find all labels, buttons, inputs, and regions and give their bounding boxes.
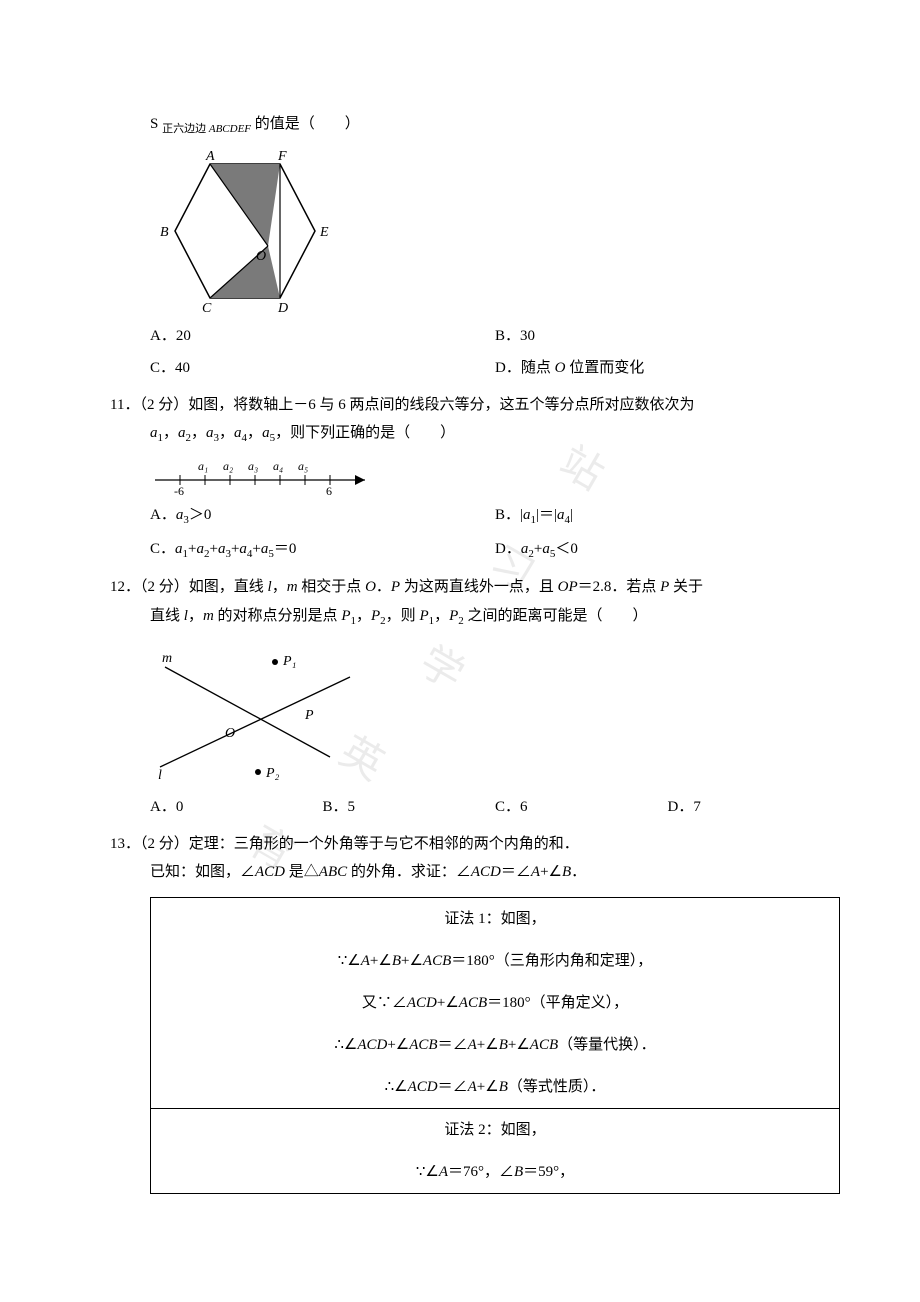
q12-choice-c: C．6 <box>495 793 668 822</box>
proof1-l2: 又∵∠ACD+∠ACB＝180°（平角定义）， <box>151 982 839 1024</box>
proof1-l4: ∴∠ACD＝∠A+∠B（等式性质）． <box>151 1066 839 1108</box>
svg-text:D: D <box>277 301 288 316</box>
q13-proof-box: 证法 1：如图， ∵∠A+∠B+∠ACB＝180°（三角形内角和定理）， 又∵∠… <box>150 897 840 1194</box>
q11-stem: 11．（2 分）如图，将数轴上－6 与 6 两点间的线段六等分，这五个等分点所对… <box>110 391 840 420</box>
q13-stem2: 已知：如图，∠ACD 是△ABC 的外角．求证：∠ACD＝∠A+∠B． <box>150 858 840 887</box>
svg-text:P₂: P₂ <box>265 766 280 781</box>
q12-figure: m l O P P₁ P₂ <box>150 637 840 787</box>
svg-text:O: O <box>225 726 235 741</box>
q13-stem: 13．（2 分）定理：三角形的一个外角等于与它不相邻的两个内角的和． <box>110 830 840 859</box>
svg-text:B: B <box>160 225 169 240</box>
svg-text:-6: -6 <box>174 484 184 495</box>
svg-text:F: F <box>277 149 287 164</box>
q12-choice-a: A．0 <box>150 793 323 822</box>
svg-text:l: l <box>158 768 162 783</box>
q12-choice-b: B．5 <box>323 793 496 822</box>
q11-choice-d: D．a2+a5＜0 <box>495 535 840 565</box>
svg-text:O: O <box>256 249 266 264</box>
q11-figure: -6 6 a₁ a₂ a₃ a₄ a₅ <box>150 455 840 495</box>
svg-text:a₁: a₁ <box>198 459 208 473</box>
q10-figure: A F E D C B O <box>150 146 840 316</box>
svg-text:a₄: a₄ <box>273 459 283 473</box>
svg-text:a₅: a₅ <box>298 459 308 473</box>
q11-choice-a: A．a3＞0 <box>150 501 495 531</box>
proof1-title: 证法 1：如图， <box>151 898 839 940</box>
q10-choice-d: D．随点 O 位置而变化 <box>495 354 840 383</box>
svg-text:E: E <box>319 225 329 240</box>
proof2-title: 证法 2：如图， <box>151 1109 839 1151</box>
q11-choice-c: C．a1+a2+a3+a4+a5＝0 <box>150 535 495 565</box>
q12-choice-d: D．7 <box>668 793 841 822</box>
svg-text:P₁: P₁ <box>282 654 296 669</box>
q10-stem: S 正六边边 ABCDEF 的值是（ ） <box>150 110 840 140</box>
svg-text:a₃: a₃ <box>248 459 258 473</box>
svg-text:C: C <box>202 301 212 316</box>
q10-choice-c: C．40 <box>150 354 495 383</box>
svg-text:m: m <box>162 651 172 666</box>
proof1-l3: ∴∠ACD+∠ACB＝∠A+∠B+∠ACB（等量代换）． <box>151 1024 839 1066</box>
proof2-l1: ∵∠A＝76°，∠B＝59°， <box>151 1151 839 1193</box>
svg-text:P: P <box>304 708 314 723</box>
q10-choice-a: A．20 <box>150 322 495 351</box>
svg-text:A: A <box>205 149 215 164</box>
q12-stem2: 直线 l，m 的对称点分别是点 P1，P2，则 P1，P2 之间的距离可能是（ … <box>150 602 840 632</box>
svg-text:a₂: a₂ <box>223 459 233 473</box>
proof1-l1: ∵∠A+∠B+∠ACB＝180°（三角形内角和定理）， <box>151 940 839 982</box>
q12-stem: 12．（2 分）如图，直线 l，m 相交于点 O．P 为这两直线外一点，且 OP… <box>110 573 840 602</box>
svg-text:6: 6 <box>326 484 332 495</box>
q11-stem2: a1，a2，a3，a4，a5，则下列正确的是（ ） <box>150 419 840 449</box>
q10-choice-b: B．30 <box>495 322 840 351</box>
q11-choice-b: B．|a1|＝|a4| <box>495 501 840 531</box>
